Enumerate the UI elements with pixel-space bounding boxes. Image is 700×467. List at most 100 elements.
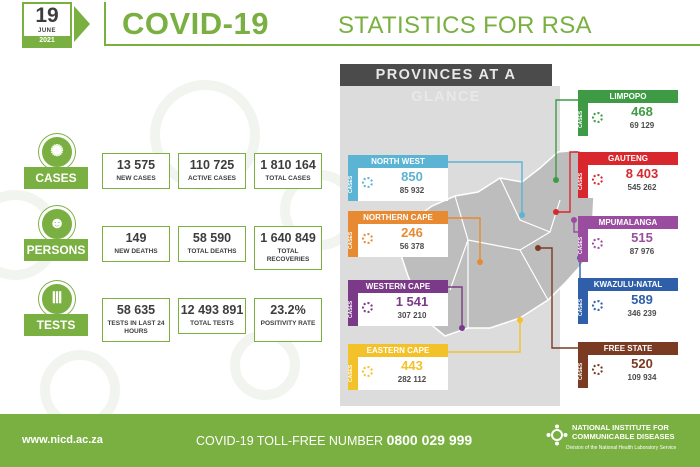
virus-icon (362, 366, 373, 377)
virus-icon (362, 302, 373, 313)
province-card-northern-cape: NORTHERN CAPE CASES 246 56 378 (348, 211, 448, 257)
arrow-icon (74, 6, 90, 42)
virus-icon (592, 300, 603, 311)
province-total-cases: 87 976 (629, 247, 655, 256)
stat-total-tests: 12 493 891 TOTAL TESTS (178, 298, 246, 334)
province-total-cases: 109 934 (627, 373, 657, 382)
connector-dot-eastern-cape (517, 317, 523, 323)
stat-value: 58 590 (192, 231, 232, 245)
connector-free-state (538, 247, 578, 349)
province-card-limpopo: LIMPOPO CASES 468 69 129 (578, 90, 678, 136)
title-banner: COVID-19 STATISTICS FOR RSA (104, 2, 700, 46)
province-name: NORTH WEST (348, 155, 448, 168)
province-total-cases: 545 262 (627, 183, 657, 192)
province-total-cases: 69 129 (629, 121, 655, 130)
footer-bar: www.nicd.ac.za COVID-19 TOLL-FREE NUMBER… (0, 414, 700, 467)
province-card-western-cape: WESTERN CAPE CASES 1 541 307 210 (348, 280, 448, 326)
virus-icon (592, 112, 603, 123)
connector-mpumalanga (573, 220, 578, 233)
connector-gauteng (556, 151, 578, 213)
stat-active-cases: 110 725 ACTIVE CASES (178, 153, 246, 189)
date-badge: 19 JUNE 2021 (22, 2, 72, 48)
connector-dot-free-state (535, 245, 541, 251)
stat-label: NEW CASES (116, 175, 156, 182)
date-month: JUNE (37, 28, 56, 34)
province-active-cases: 468 (631, 104, 653, 119)
stat-label: TOTAL TESTS (190, 320, 234, 327)
stat-tests-24h: 58 635 TESTS IN LAST 24 HOURS (102, 298, 170, 342)
virus-icon (592, 174, 603, 185)
province-name: EASTERN CAPE (348, 344, 448, 357)
stat-label: POSITIVITY RATE (260, 320, 316, 327)
stat-value: 149 (125, 231, 147, 245)
cases-tag: CASES (578, 103, 588, 136)
row-label-persons: PERSONS (24, 239, 88, 261)
cases-tag: CASES (578, 291, 588, 324)
province-card-north-west: NORTH WEST CASES 850 85 932 (348, 155, 448, 201)
stat-label: TOTAL DEATHS (187, 248, 237, 255)
cases-tag: CASES (578, 165, 588, 198)
virus-icon: ✺ (39, 134, 75, 170)
province-active-cases: 443 (401, 358, 423, 373)
province-card-gauteng: GAUTENG CASES 8 403 545 262 (578, 152, 678, 198)
provinces-header: PROVINCES AT A GLANCE (340, 64, 552, 105)
virus-icon (592, 364, 603, 375)
stat-label: TOTAL CASES (265, 175, 311, 182)
tollfree-number[interactable]: 0800 029 999 (386, 432, 473, 448)
province-name: GAUTENG (578, 152, 678, 165)
stat-total-recoveries: 1 640 849 TOTAL RECOVERIES (254, 226, 322, 270)
stat-value: 1 810 164 (260, 158, 316, 172)
connector-north-west (448, 161, 523, 215)
virus-icon (362, 233, 373, 244)
website-link[interactable]: www.nicd.ac.za (22, 434, 103, 446)
province-name: WESTERN CAPE (348, 280, 448, 293)
org-name: NATIONAL INSTITUTE FOR COMMUNICABLE DISE… (572, 423, 675, 441)
stat-value: 1 640 849 (260, 231, 316, 245)
stat-new-cases: 13 575 NEW CASES (102, 153, 170, 189)
province-card-mpumalanga: MPUMALANGA CASES 515 87 976 (578, 216, 678, 262)
province-card-free-state: FREE STATE CASES 520 109 934 (578, 342, 678, 388)
province-name: MPUMALANGA (578, 216, 678, 229)
province-name: FREE STATE (578, 342, 678, 355)
org-name-line2: COMMUNICABLE DISEASES (572, 432, 675, 441)
tollfree-label: COVID-19 TOLL-FREE NUMBER (196, 434, 384, 448)
stat-value: 110 725 (189, 158, 235, 172)
stat-total-cases: 1 810 164 TOTAL CASES (254, 153, 322, 189)
province-name: NORTHERN CAPE (348, 211, 448, 224)
connector-eastern-cape (448, 320, 521, 353)
province-card-kwazulu-natal: KWAZULU-NATAL CASES 589 346 239 (578, 278, 678, 324)
cases-tag: CASES (348, 168, 358, 201)
connector-dot-gauteng (553, 209, 559, 215)
cases-tag: CASES (578, 355, 588, 388)
connector-western-cape (448, 286, 463, 328)
tollfree-line: COVID-19 TOLL-FREE NUMBER 0800 029 999 (196, 432, 472, 448)
province-active-cases: 589 (631, 292, 653, 307)
province-total-cases: 85 932 (399, 186, 425, 195)
connector-limpopo (555, 99, 578, 180)
province-active-cases: 850 (401, 169, 423, 184)
date-day: 19 (35, 4, 59, 27)
connector-dot-western-cape (459, 325, 465, 331)
page-subtitle: STATISTICS FOR RSA (338, 12, 592, 39)
province-total-cases: 307 210 (397, 311, 427, 320)
province-name: LIMPOPO (578, 90, 678, 103)
connector-northern-cape (448, 217, 481, 262)
cases-tag: CASES (348, 357, 358, 390)
connector-dot-northern-cape (477, 259, 483, 265)
cases-tag: CASES (348, 293, 358, 326)
connector-dot-mpumalanga (571, 217, 577, 223)
province-active-cases: 8 403 (625, 166, 659, 181)
stat-value: 58 635 (116, 303, 156, 317)
org-division: Division of the National Health Laborato… (566, 445, 677, 451)
date-year: 2021 (24, 36, 70, 46)
province-total-cases: 282 112 (397, 375, 427, 384)
cases-tag: CASES (348, 224, 358, 257)
cases-tag: CASES (578, 229, 588, 262)
province-active-cases: 246 (401, 225, 423, 240)
stat-positivity-rate: 23.2% POSITIVITY RATE (254, 298, 322, 342)
province-active-cases: 520 (631, 356, 653, 371)
stat-new-deaths: 149 NEW DEATHS (102, 226, 170, 262)
province-active-cases: 1 541 (395, 294, 429, 309)
row-label-cases: CASES (24, 167, 88, 189)
stat-value: 23.2% (270, 303, 306, 317)
